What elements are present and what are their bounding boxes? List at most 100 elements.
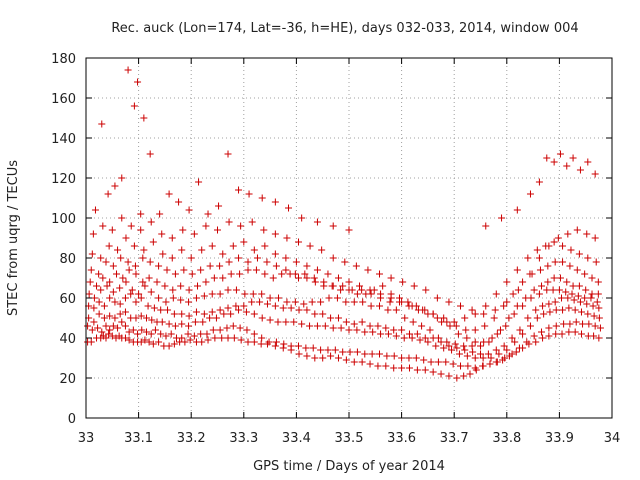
data-point bbox=[208, 290, 216, 298]
data-point bbox=[398, 326, 406, 334]
data-point bbox=[192, 294, 200, 302]
data-point bbox=[461, 346, 469, 354]
data-point bbox=[187, 254, 195, 262]
data-point bbox=[250, 330, 258, 338]
data-point bbox=[109, 288, 117, 296]
data-point bbox=[464, 362, 472, 370]
data-point bbox=[124, 66, 132, 74]
data-point bbox=[503, 346, 511, 354]
data-point bbox=[125, 336, 133, 344]
data-point bbox=[558, 330, 566, 338]
data-point bbox=[147, 330, 155, 338]
data-point bbox=[137, 226, 145, 234]
data-point bbox=[235, 306, 243, 314]
data-point bbox=[559, 242, 567, 250]
data-point bbox=[236, 270, 244, 278]
y-tick-label: 180 bbox=[51, 52, 76, 67]
data-point bbox=[202, 222, 210, 230]
data-point bbox=[490, 314, 498, 322]
data-point bbox=[579, 320, 587, 328]
data-point bbox=[190, 332, 198, 340]
data-point bbox=[342, 318, 350, 326]
data-point bbox=[114, 246, 122, 254]
data-point bbox=[235, 186, 243, 194]
data-point bbox=[206, 262, 214, 270]
data-point bbox=[556, 150, 564, 158]
data-point bbox=[550, 158, 558, 166]
data-point bbox=[219, 250, 227, 258]
data-point bbox=[258, 314, 266, 322]
data-point bbox=[151, 326, 159, 334]
data-point bbox=[376, 350, 384, 358]
data-point bbox=[111, 314, 119, 322]
data-point bbox=[584, 158, 592, 166]
data-point bbox=[346, 348, 354, 356]
data-point bbox=[533, 314, 541, 322]
data-point bbox=[452, 322, 460, 330]
data-point bbox=[248, 218, 256, 226]
data-point bbox=[422, 286, 430, 294]
data-point bbox=[263, 258, 271, 266]
data-point bbox=[522, 294, 530, 302]
data-point bbox=[171, 322, 179, 330]
data-point bbox=[168, 234, 176, 242]
data-point bbox=[480, 310, 488, 318]
data-point bbox=[486, 360, 494, 368]
data-point bbox=[558, 294, 566, 302]
data-point bbox=[216, 290, 224, 298]
data-point bbox=[379, 282, 387, 290]
data-point bbox=[265, 338, 273, 346]
data-point bbox=[150, 304, 158, 312]
data-point bbox=[398, 364, 406, 372]
data-point bbox=[303, 352, 311, 360]
data-point bbox=[581, 294, 589, 302]
data-point bbox=[295, 238, 303, 246]
data-point bbox=[148, 316, 156, 324]
data-point bbox=[565, 304, 573, 312]
data-point bbox=[434, 334, 442, 342]
data-point bbox=[591, 322, 599, 330]
data-point bbox=[317, 298, 325, 306]
data-point bbox=[382, 324, 390, 332]
data-point bbox=[85, 290, 93, 298]
data-point bbox=[392, 332, 400, 340]
data-point bbox=[510, 310, 518, 318]
data-point bbox=[181, 338, 189, 346]
data-point bbox=[535, 254, 543, 262]
data-point bbox=[405, 330, 413, 338]
x-tick-label: 33.2 bbox=[177, 431, 206, 446]
data-point bbox=[100, 314, 108, 322]
data-point bbox=[139, 254, 147, 262]
data-point bbox=[224, 304, 232, 312]
data-point bbox=[366, 360, 374, 368]
data-point bbox=[595, 304, 603, 312]
data-point bbox=[533, 246, 541, 254]
data-point bbox=[185, 322, 193, 330]
data-point bbox=[421, 366, 429, 374]
data-point bbox=[135, 290, 143, 298]
data-point bbox=[398, 354, 406, 362]
data-point bbox=[203, 330, 211, 338]
x-tick-label: 33.9 bbox=[545, 431, 574, 446]
data-point bbox=[216, 262, 224, 270]
data-point bbox=[145, 274, 153, 282]
data-point bbox=[165, 190, 173, 198]
data-point bbox=[229, 322, 237, 330]
data-point bbox=[552, 330, 560, 338]
data-point bbox=[591, 234, 599, 242]
data-point bbox=[145, 338, 153, 346]
x-tick-label: 33.5 bbox=[335, 431, 364, 446]
data-point bbox=[190, 230, 198, 238]
data-point bbox=[374, 362, 382, 370]
data-point bbox=[225, 218, 233, 226]
data-point bbox=[457, 362, 465, 370]
data-point bbox=[197, 266, 205, 274]
data-point bbox=[505, 314, 513, 322]
data-point bbox=[484, 350, 492, 358]
data-point bbox=[451, 340, 459, 348]
y-tick-label: 40 bbox=[59, 332, 76, 347]
data-point bbox=[185, 286, 193, 294]
data-point bbox=[539, 334, 547, 342]
data-point bbox=[514, 286, 522, 294]
y-tick-label: 0 bbox=[68, 412, 76, 427]
